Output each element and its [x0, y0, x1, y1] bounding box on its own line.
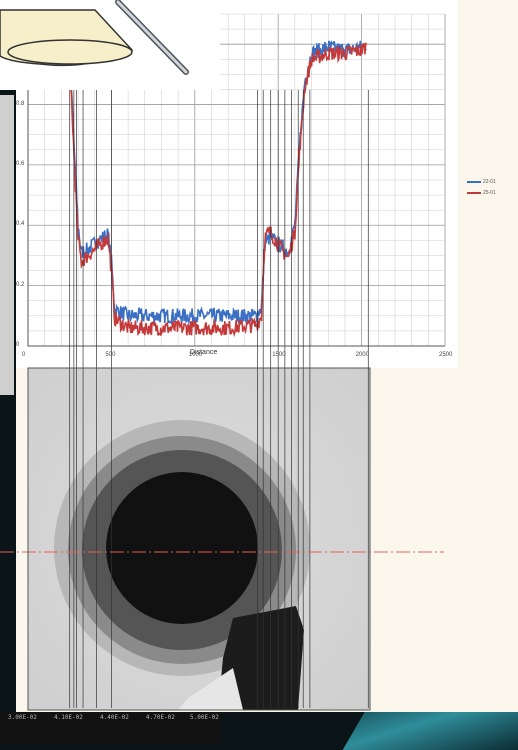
scale-label: 4.10E-02	[54, 714, 83, 721]
x-axis-label: Distance	[190, 349, 218, 356]
x-tick-label: 2000	[355, 352, 369, 358]
side-strip	[0, 95, 14, 395]
legend-item-2: 25-01	[467, 187, 507, 198]
light-artifact	[178, 668, 243, 710]
x-tick-label: 1500	[272, 352, 286, 358]
chart-legend: 22-01 25-01	[467, 176, 507, 206]
chart-series	[27, 37, 368, 338]
dark-artifact	[218, 606, 304, 710]
apparatus-svg	[0, 0, 189, 75]
scale-label: 3.00E-02	[8, 714, 37, 721]
y-tick-label: 0.8	[16, 100, 25, 107]
legend-label-1: 22-01	[483, 178, 496, 185]
x-tick-label: 0	[22, 352, 26, 358]
core	[106, 472, 258, 624]
y-tick-label: 0.2	[16, 281, 25, 288]
x-tick-label: 2500	[439, 352, 453, 358]
y-tick-label: 0.4	[16, 221, 25, 228]
micrograph-frame	[27, 367, 371, 711]
y-tick-label: 0	[16, 342, 20, 348]
y-tick-label: 0.6	[16, 160, 25, 167]
legend-item-1: 22-01	[467, 176, 507, 187]
scale-label: 4.40E-02	[100, 714, 129, 721]
legend-swatch-red	[467, 191, 481, 194]
cone-rim	[7, 39, 133, 65]
chart-axes	[27, 14, 445, 347]
micrograph-image	[28, 368, 370, 710]
x-tick-label: 500	[105, 352, 116, 358]
guide-lines	[69, 90, 369, 708]
legend-swatch-blue	[467, 180, 481, 183]
apparatus-diagram	[0, 0, 220, 90]
x-tick-label: 1000	[188, 352, 203, 358]
scale-label: 5.00E-02	[190, 714, 219, 721]
micrograph-svg	[28, 368, 370, 710]
scale-strip: 3.00E-02 4.10E-02 4.40E-02 4.70E-02 5.00…	[0, 712, 222, 744]
legend-label-2: 25-01	[483, 189, 496, 196]
scale-label: 4.70E-02	[146, 714, 175, 721]
series-line-2	[27, 42, 368, 338]
probe-rod-highlight	[116, 0, 188, 74]
